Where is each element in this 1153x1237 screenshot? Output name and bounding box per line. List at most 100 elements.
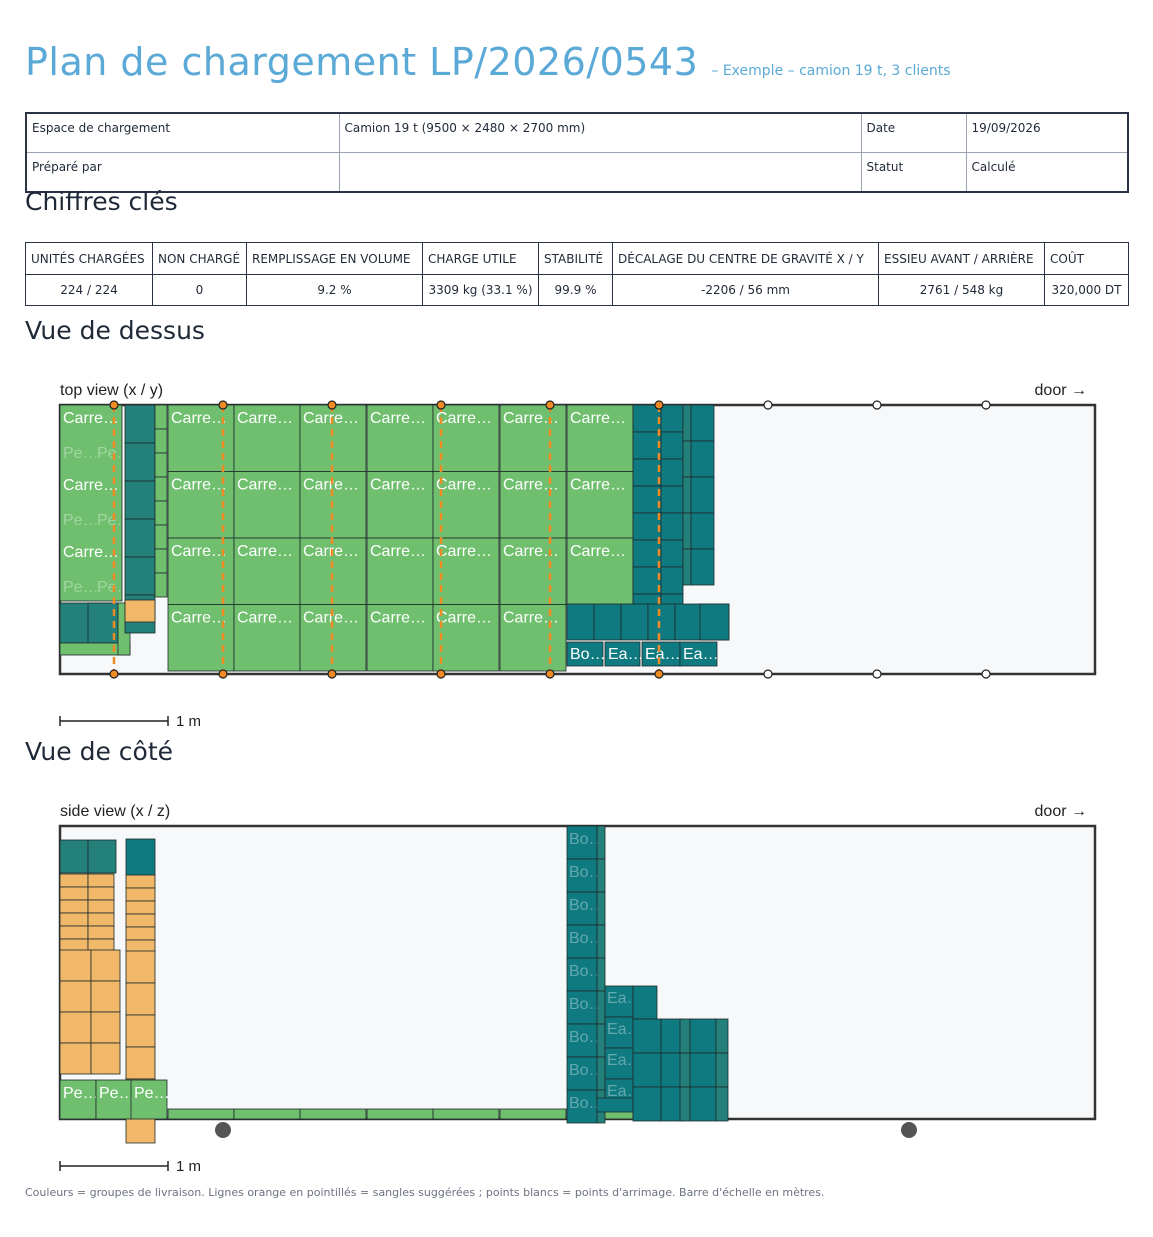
package <box>566 404 634 472</box>
package <box>233 471 301 539</box>
package <box>690 476 715 514</box>
package <box>632 1018 662 1054</box>
package <box>682 404 692 442</box>
item-label: Carre… <box>63 477 119 494</box>
package <box>233 1108 301 1120</box>
top-view-diagram: top view (x / y) door → Carre…Pe…Pe…Carr… <box>58 382 1097 730</box>
lashing-point <box>327 400 337 410</box>
info-label: Préparé par <box>25 152 340 193</box>
package <box>641 641 681 667</box>
info-row: Espace de chargement Camion 19 t (9500 ×… <box>25 112 1129 153</box>
package <box>432 537 500 605</box>
scale-bar-label: 1 m <box>176 1158 201 1175</box>
package <box>125 926 156 941</box>
package <box>154 452 168 478</box>
package <box>154 572 168 598</box>
scale-bar-label: 1 m <box>176 713 201 730</box>
package <box>679 1086 691 1122</box>
package <box>154 500 168 526</box>
package <box>125 887 156 902</box>
package <box>632 404 662 433</box>
package <box>499 471 567 539</box>
package <box>233 537 301 605</box>
package <box>566 537 634 605</box>
lashing-point <box>218 400 228 410</box>
package <box>632 431 662 460</box>
package <box>632 1086 662 1122</box>
package <box>124 480 156 520</box>
package <box>90 949 121 982</box>
package <box>432 1108 500 1120</box>
package <box>566 990 598 1025</box>
item-label: Carre… <box>171 610 227 627</box>
package <box>124 404 156 444</box>
package <box>647 603 676 641</box>
item-label: Pe… <box>63 512 99 529</box>
item-label: Bo… <box>569 1095 605 1112</box>
item-label: Carre… <box>503 477 559 494</box>
package <box>154 524 168 550</box>
package <box>566 825 598 860</box>
package <box>596 1097 634 1113</box>
item-label: Bo… <box>569 1062 605 1079</box>
info-table: Espace de chargement Camion 19 t (9500 ×… <box>25 112 1129 193</box>
package <box>566 924 598 959</box>
info-label: Espace de chargement <box>25 112 340 153</box>
package <box>299 404 367 472</box>
item-label: Carre… <box>303 477 359 494</box>
package <box>125 1014 156 1048</box>
page-subtitle: – Exemple – camion 19 t, 3 clients <box>711 63 951 79</box>
item-label: Bo… <box>569 996 605 1013</box>
package <box>125 874 156 889</box>
lashing-point <box>109 669 119 679</box>
package <box>674 603 703 641</box>
package <box>499 604 567 672</box>
lashing-point <box>981 669 991 679</box>
package <box>566 858 598 893</box>
package <box>130 1079 168 1120</box>
package <box>566 641 604 667</box>
package <box>660 566 684 595</box>
item-label: Carre… <box>503 610 559 627</box>
item-label: Pe… <box>63 445 99 462</box>
package <box>125 1046 156 1080</box>
item-label: Carre… <box>171 543 227 560</box>
page-title: Plan de chargement LP/2026/0543 <box>25 40 699 84</box>
item-label: Pe… <box>134 1085 170 1102</box>
item-label: Carre… <box>63 410 119 427</box>
package <box>604 641 641 667</box>
side-view-diagram: side view (x / z) door → Pe… Pe… Pe…Bo…Bo…… <box>58 803 1097 1175</box>
package <box>59 1011 92 1044</box>
package <box>432 471 500 539</box>
package <box>124 518 156 558</box>
package <box>167 404 235 472</box>
lashing-point <box>654 669 664 679</box>
package <box>596 990 606 1025</box>
lashing-point <box>763 669 773 679</box>
package <box>596 924 606 959</box>
item-label: Carre… <box>370 410 426 427</box>
lashing-point <box>654 400 664 410</box>
item-label: Carre… <box>237 477 293 494</box>
package <box>566 1056 598 1091</box>
lashing-point <box>981 400 991 410</box>
info-value: Calculé <box>965 152 1129 193</box>
package <box>233 604 301 672</box>
package <box>620 603 649 641</box>
item-label: Carre… <box>171 477 227 494</box>
lashing-point <box>872 400 882 410</box>
item-label: Ea… <box>608 646 644 663</box>
package <box>59 949 92 982</box>
package <box>699 603 730 641</box>
package <box>632 485 662 514</box>
side-view-caption: side view (x / z) <box>60 803 170 820</box>
package <box>59 980 92 1013</box>
info-label: Date <box>860 112 967 153</box>
item-label: Bo… <box>569 930 605 947</box>
kpi-header: ESSIEU AVANT / ARRIÈRE <box>878 242 1045 275</box>
rear-axle <box>901 1122 917 1138</box>
package <box>690 548 715 586</box>
package <box>632 458 662 487</box>
item-label: Bo… <box>569 864 605 881</box>
info-value: Camion 19 t (9500 × 2480 × 2700 mm) <box>338 112 862 153</box>
